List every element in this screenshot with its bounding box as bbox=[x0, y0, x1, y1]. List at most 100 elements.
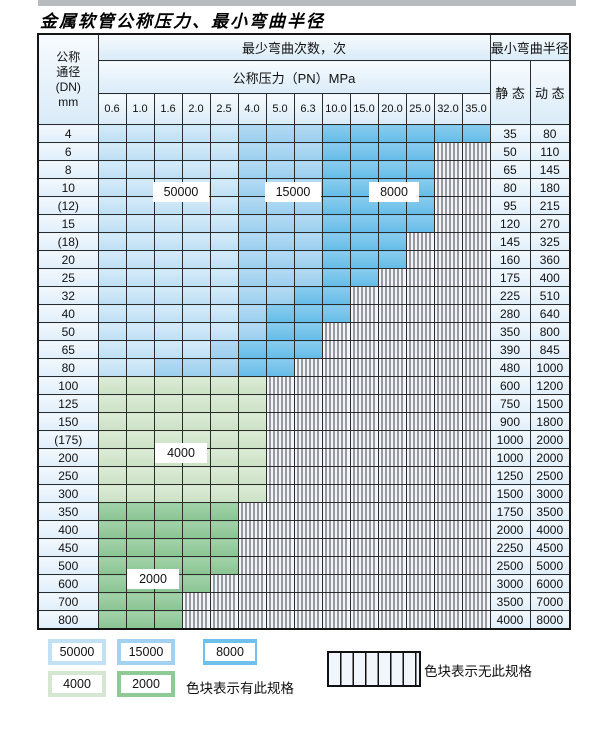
no-spec-cell bbox=[433, 142, 463, 161]
spec-cell bbox=[125, 484, 155, 503]
spec-cell bbox=[349, 250, 379, 269]
spec-cell bbox=[321, 142, 351, 161]
no-spec-cell bbox=[377, 484, 407, 503]
spec-cell bbox=[153, 232, 183, 251]
spec-cell bbox=[125, 466, 155, 485]
no-spec-cell bbox=[349, 556, 379, 575]
zone-label-15000: 15000 bbox=[265, 182, 321, 202]
spec-cell bbox=[181, 286, 211, 305]
no-spec-cell bbox=[349, 286, 379, 305]
no-spec-cell bbox=[405, 304, 435, 323]
spec-cell bbox=[181, 466, 211, 485]
dn-cell: (175) bbox=[37, 430, 99, 449]
no-spec-cell bbox=[349, 394, 379, 413]
pressure-value-header: 1.0 bbox=[125, 93, 155, 125]
table-row: 500 2500 5000 bbox=[37, 556, 571, 575]
no-spec-cell bbox=[237, 592, 267, 611]
dynamic-radius-cell: 110 bbox=[529, 142, 571, 161]
spec-cell bbox=[125, 268, 155, 287]
table-row: 65 390 845 bbox=[37, 340, 571, 359]
spec-cell bbox=[97, 610, 127, 630]
spec-cell bbox=[237, 358, 267, 377]
no-spec-cell bbox=[293, 358, 323, 377]
spec-table-wrapper: 公称 通径 (DN) mm 最少弯曲次数，次 最小弯曲半径 公称压力（PN）MP… bbox=[37, 33, 572, 630]
no-spec-cell bbox=[321, 376, 351, 395]
no-spec-cell bbox=[321, 430, 351, 449]
no-spec-cell bbox=[349, 322, 379, 341]
table-row: 80 480 1000 bbox=[37, 358, 571, 377]
table-row: 600 3000 6000 bbox=[37, 574, 571, 593]
spec-cell bbox=[265, 142, 295, 161]
pressure-value-header: 5.0 bbox=[265, 93, 295, 125]
no-spec-cell bbox=[293, 556, 323, 575]
table-row: 350 1750 3500 bbox=[37, 502, 571, 521]
legend-value: 50000 bbox=[52, 643, 102, 661]
spec-cell bbox=[237, 484, 267, 503]
no-spec-cell bbox=[237, 556, 267, 575]
no-spec-cell bbox=[265, 592, 295, 611]
static-radius-cell: 600 bbox=[489, 376, 531, 395]
no-spec-cell bbox=[461, 376, 491, 395]
dn-cell: 600 bbox=[37, 574, 99, 593]
no-spec-cell bbox=[265, 484, 295, 503]
pressure-value-header: 15.0 bbox=[349, 93, 379, 125]
spec-cell bbox=[97, 160, 127, 179]
no-spec-cell bbox=[377, 358, 407, 377]
dynamic-radius-cell: 325 bbox=[529, 232, 571, 251]
no-spec-cell bbox=[293, 502, 323, 521]
spec-cell bbox=[321, 160, 351, 179]
no-spec-cell bbox=[377, 268, 407, 287]
spec-cell bbox=[153, 304, 183, 323]
no-spec-cell bbox=[461, 466, 491, 485]
page-title: 金属软管公称压力、最小弯曲半径 bbox=[40, 12, 325, 32]
no-spec-cell bbox=[237, 538, 267, 557]
table-row: 250 1250 2500 bbox=[37, 466, 571, 485]
table-row: (175) 1000 2000 bbox=[37, 430, 571, 449]
spec-cell bbox=[321, 268, 351, 287]
legend-swatch-8000: 8000 bbox=[203, 639, 257, 665]
dynamic-radius-cell: 270 bbox=[529, 214, 571, 233]
spec-cell bbox=[209, 232, 239, 251]
header-row-pressure-values: 0.6 1.0 1.6 2.0 2.5 4.0 5.0 6.3 10.0 15.0 20.0 25.0… bbox=[38, 93, 570, 125]
spec-cell bbox=[125, 142, 155, 161]
no-spec-cell bbox=[349, 484, 379, 503]
no-spec-cell bbox=[349, 340, 379, 359]
static-radius-cell: 80 bbox=[489, 178, 531, 197]
spec-cell bbox=[125, 448, 155, 467]
no-spec-cell bbox=[237, 502, 267, 521]
spec-cell bbox=[153, 484, 183, 503]
spec-cell bbox=[97, 538, 127, 557]
no-spec-cell bbox=[209, 592, 239, 611]
no-spec-cell bbox=[321, 556, 351, 575]
no-spec-cell bbox=[433, 430, 463, 449]
spec-cell bbox=[237, 322, 267, 341]
spec-cell bbox=[293, 160, 323, 179]
no-spec-cell bbox=[405, 556, 435, 575]
no-spec-cell bbox=[209, 574, 239, 593]
spec-cell bbox=[97, 178, 127, 197]
table-row: 150 900 1800 bbox=[37, 412, 571, 431]
spec-cell bbox=[237, 232, 267, 251]
no-spec-cell bbox=[377, 376, 407, 395]
no-spec-cell bbox=[405, 466, 435, 485]
no-spec-cell bbox=[321, 610, 351, 630]
no-spec-cell bbox=[265, 430, 295, 449]
static-radius-cell: 4000 bbox=[489, 610, 531, 630]
no-spec-cell bbox=[433, 412, 463, 431]
spec-cell bbox=[153, 520, 183, 539]
no-spec-cell bbox=[433, 502, 463, 521]
spec-cell bbox=[209, 178, 239, 197]
no-spec-cell bbox=[293, 430, 323, 449]
spec-cell bbox=[125, 340, 155, 359]
no-spec-cell bbox=[293, 376, 323, 395]
no-spec-cell bbox=[321, 592, 351, 611]
static-radius-cell: 480 bbox=[489, 358, 531, 377]
spec-cell bbox=[181, 142, 211, 161]
no-spec-cell bbox=[237, 610, 267, 630]
dn-cell: 250 bbox=[37, 466, 99, 485]
legend-swatch-4000: 4000 bbox=[48, 671, 106, 697]
no-spec-cell bbox=[461, 358, 491, 377]
no-spec-cell bbox=[461, 340, 491, 359]
no-spec-cell bbox=[433, 268, 463, 287]
spec-cell bbox=[97, 124, 127, 143]
